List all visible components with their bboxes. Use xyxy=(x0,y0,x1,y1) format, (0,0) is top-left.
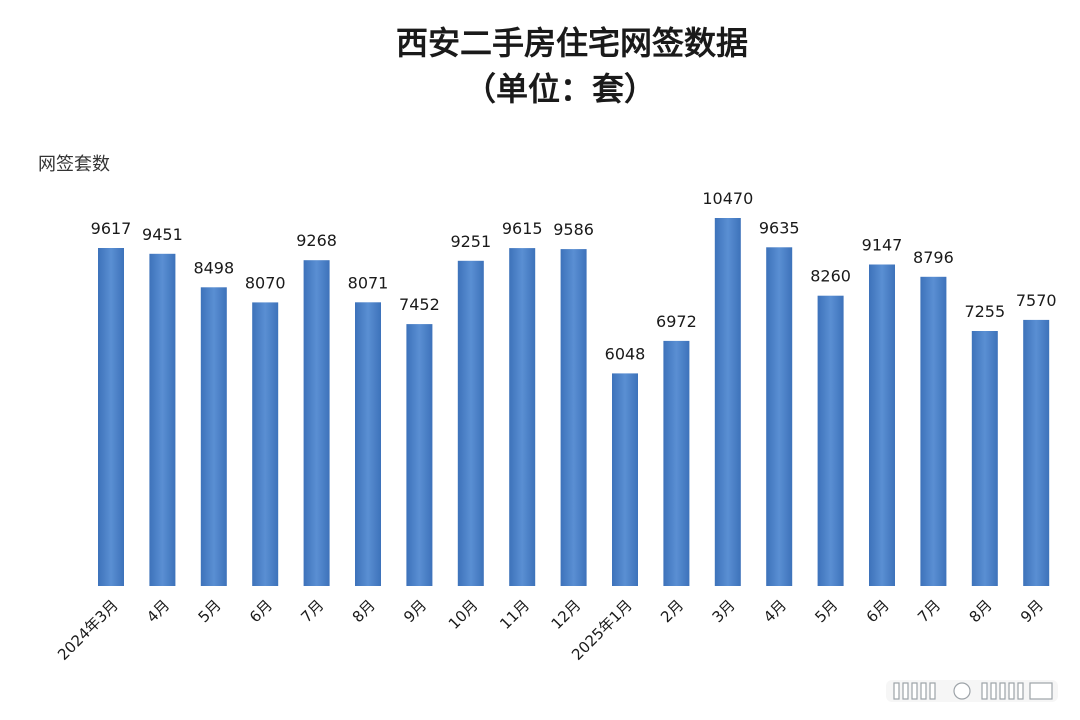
chart-title: 西安二手房住宅网签数据 xyxy=(396,24,748,62)
value-label-15: 9147 xyxy=(862,236,903,255)
bar-4 xyxy=(303,260,330,586)
watermark-logo xyxy=(886,680,1058,702)
value-label-11: 6972 xyxy=(656,312,697,331)
value-label-12: 10470 xyxy=(702,189,753,208)
x-tick-label-4: 7月 xyxy=(297,596,327,626)
bar-14 xyxy=(817,295,844,586)
x-tick-label-12: 3月 xyxy=(709,596,739,626)
bar-11 xyxy=(663,340,690,586)
bar-2 xyxy=(200,287,227,586)
bar-5 xyxy=(355,302,381,586)
value-label-4: 9268 xyxy=(296,231,337,250)
value-label-6: 7452 xyxy=(399,295,440,314)
value-label-16: 8796 xyxy=(913,248,954,267)
value-label-9: 9586 xyxy=(553,220,594,239)
value-label-5: 8071 xyxy=(348,273,389,292)
bar-16 xyxy=(920,276,947,586)
bar-3 xyxy=(252,302,279,586)
x-tick-label-9: 12月 xyxy=(548,596,585,633)
x-tick-label-3: 6月 xyxy=(246,596,276,626)
x-tick-label-16: 7月 xyxy=(914,596,944,626)
bar-17 xyxy=(971,331,998,586)
y-axis-label: 网签套数 xyxy=(38,154,110,175)
bar-6 xyxy=(406,324,433,586)
value-labels-layer: 9617 9451 8498 8070 9268 8071 7452 9251 9615 9586… xyxy=(91,189,1057,363)
value-label-1: 9451 xyxy=(142,225,183,244)
x-tick-label-17: 8月 xyxy=(966,596,996,626)
x-tick-label-6: 9月 xyxy=(400,596,430,626)
value-label-8: 9615 xyxy=(502,219,543,238)
x-tick-label-5: 8月 xyxy=(349,596,379,626)
bar-13 xyxy=(766,247,793,587)
x-tick-label-14: 5月 xyxy=(811,596,841,626)
bar-15 xyxy=(869,264,895,586)
value-label-18: 7570 xyxy=(1016,291,1057,310)
bars-layer xyxy=(98,218,1050,587)
x-tick-label-2: 5月 xyxy=(195,596,225,626)
bar-0 xyxy=(98,248,124,586)
value-label-3: 8070 xyxy=(245,273,286,292)
x-tick-label-1: 4月 xyxy=(143,596,173,626)
x-tick-label-8: 11月 xyxy=(496,596,533,633)
bar-1 xyxy=(149,253,176,587)
x-tick-label-15: 6月 xyxy=(863,596,893,626)
value-label-0: 9617 xyxy=(91,219,132,238)
x-tick-label-18: 9月 xyxy=(1017,596,1047,626)
value-label-14: 8260 xyxy=(810,267,851,286)
chart-subtitle: （单位：套） xyxy=(464,70,656,108)
x-tick-label-7: 10月 xyxy=(445,596,482,633)
bar-9 xyxy=(560,249,587,586)
value-label-17: 7255 xyxy=(964,302,1005,321)
bar-8 xyxy=(509,248,536,586)
x-tick-label-0: 2024年3月 xyxy=(54,596,122,664)
value-label-2: 8498 xyxy=(193,258,234,277)
bar-18 xyxy=(1023,319,1050,586)
bar-10 xyxy=(612,373,638,586)
x-tick-label-13: 4月 xyxy=(760,596,790,626)
x-tick-label-11: 2月 xyxy=(657,596,687,626)
bar-12 xyxy=(714,218,741,586)
value-label-13: 9635 xyxy=(759,218,800,237)
value-label-10: 6048 xyxy=(605,344,646,363)
bar-7 xyxy=(457,260,484,586)
value-label-7: 9251 xyxy=(450,232,491,251)
